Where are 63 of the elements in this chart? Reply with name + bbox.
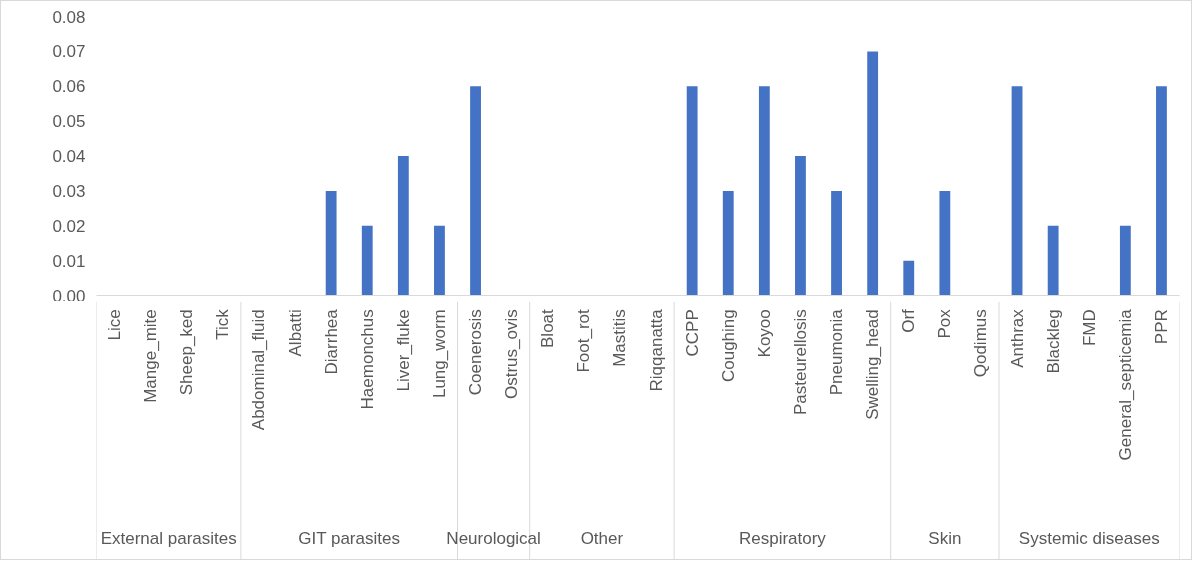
text: GIT parasites <box>298 529 400 549</box>
x-tick-label: Pox <box>935 308 955 339</box>
x-tick-label: FMD <box>1079 309 1099 347</box>
x-tick-label: Liver_fluke <box>393 309 413 392</box>
text: Systemic diseases <box>1018 529 1160 549</box>
x-tick-label: Sheep_ked <box>177 309 197 396</box>
text: Other <box>580 529 624 549</box>
x-tick-label: Tick <box>213 308 233 340</box>
x-tick-label: Lice <box>105 309 125 341</box>
bar <box>361 225 373 296</box>
bar <box>434 225 445 296</box>
x-tick-label: CCPP <box>682 309 702 357</box>
bar <box>397 156 409 296</box>
x-tick-label: Lung_worm <box>429 309 449 399</box>
x-tick-label: Blackleg <box>1043 309 1063 374</box>
text: External parasites <box>100 529 237 549</box>
bar <box>1011 86 1023 296</box>
bar <box>686 86 698 296</box>
x-tick-label: Qodimus <box>971 309 991 378</box>
x-tick-label: Haemonchus <box>357 309 377 410</box>
bar <box>1047 225 1059 296</box>
y-tick-label: 0.08 <box>52 7 86 27</box>
y-tick-label: 0.00 <box>52 286 86 306</box>
y-tick-label: 0.06 <box>52 77 86 97</box>
y-tick-label: 0.07 <box>52 42 86 62</box>
x-tick-label: Albatti <box>285 309 305 357</box>
bar <box>758 86 770 296</box>
x-tick-label: Foot_rot <box>574 308 594 373</box>
x-tick-label: Coenerosis <box>466 309 486 396</box>
bar <box>831 190 842 296</box>
text: Respiratory <box>738 529 827 549</box>
x-tick-label: Orf <box>899 308 919 333</box>
x-tick-label: Swelling_head <box>863 309 883 420</box>
text: Skin <box>928 529 962 549</box>
bar <box>1119 225 1131 296</box>
bar <box>795 156 806 296</box>
x-tick-label: General_septicemia <box>1115 308 1135 461</box>
x-tick-label: Ostrus_ovis <box>502 309 522 399</box>
x-tick-label: Coughing <box>718 309 738 383</box>
x-tick-label: Mange_mite <box>141 309 161 403</box>
x-tick-label: Diarrhea <box>321 308 341 375</box>
x-tick-label: Mastitis <box>610 309 630 367</box>
bar <box>903 260 915 296</box>
x-tick-label: Riqqanatta <box>646 308 666 392</box>
bar <box>722 190 734 296</box>
y-tick-label: 0.01 <box>52 251 86 271</box>
y-tick-label: 0.04 <box>52 147 86 166</box>
x-tick-label: Koyoo <box>754 309 774 358</box>
bar <box>470 86 481 296</box>
y-tick-label: 0.03 <box>52 181 86 201</box>
text: Neurological <box>446 529 541 549</box>
bar <box>325 190 337 296</box>
bar <box>867 51 879 296</box>
y-tick-label: 0.05 <box>52 112 86 132</box>
x-tick-label: Pneumonia <box>827 308 847 396</box>
y-tick-label: 0.02 <box>52 216 86 236</box>
x-tick-label: Pasteurellosis <box>790 309 810 416</box>
bar <box>939 190 951 296</box>
x-tick-label: Anthrax <box>1007 308 1027 368</box>
x-tick-label: Abdominal_fluid <box>249 309 269 431</box>
x-tick-label: Bloat <box>538 308 558 348</box>
x-tick-label: PPR <box>1151 309 1171 345</box>
bar <box>1156 86 1167 296</box>
